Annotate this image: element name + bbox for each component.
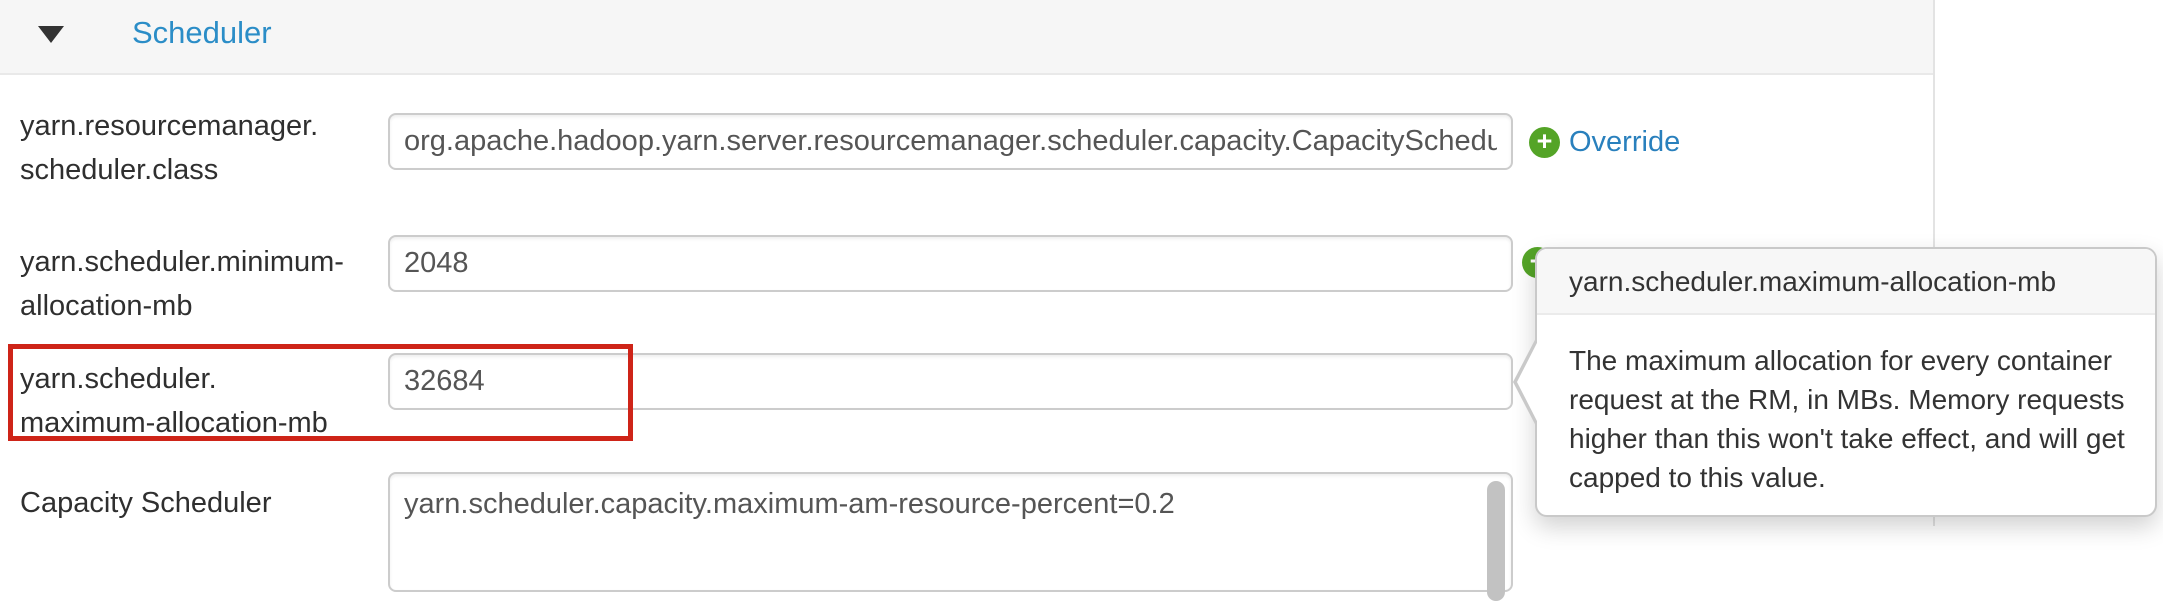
plus-circle-icon: + (1529, 127, 1560, 158)
tooltip-body: The maximum allocation for every contain… (1569, 345, 2125, 493)
scheduler-class-input[interactable] (388, 113, 1513, 170)
property-label-line: maximum-allocation-mb (20, 407, 328, 439)
textarea-scrollbar-thumb[interactable] (1487, 481, 1505, 601)
override-label: Override (1569, 126, 1681, 158)
override-button[interactable]: + Override (1529, 126, 1680, 159)
property-label-maximum-allocation-mb: yarn.scheduler. maximum-allocation-mb (20, 357, 380, 445)
property-label-scheduler-class: yarn.resourcemanager. scheduler.class (20, 104, 380, 192)
tooltip-title: yarn.scheduler.maximum-allocation-mb (1537, 249, 2155, 315)
property-label-capacity-scheduler: Capacity Scheduler (20, 481, 380, 525)
scheduler-section-header: Scheduler (0, 0, 1934, 75)
collapse-caret-icon[interactable] (38, 26, 64, 43)
property-label-line: yarn.resourcemanager. (20, 110, 319, 142)
capacity-scheduler-field: yarn.scheduler.capacity.maximum-am-resou… (388, 472, 1513, 601)
property-label-line: allocation-mb (20, 290, 193, 322)
maximum-allocation-mb-input[interactable] (388, 353, 1513, 410)
property-label-minimum-allocation-mb: yarn.scheduler.minimum- allocation-mb (20, 240, 380, 328)
property-label-line: Capacity Scheduler (20, 487, 272, 519)
popover-arrow-icon (1517, 339, 1539, 425)
property-label-line: scheduler.class (20, 154, 219, 186)
minimum-allocation-mb-input[interactable] (388, 235, 1513, 292)
property-tooltip-popover: yarn.scheduler.maximum-allocation-mb The… (1513, 247, 2157, 517)
capacity-scheduler-textarea[interactable]: yarn.scheduler.capacity.maximum-am-resou… (390, 474, 1485, 590)
property-label-line: yarn.scheduler.minimum- (20, 246, 344, 278)
property-label-line: yarn.scheduler. (20, 363, 217, 395)
section-title[interactable]: Scheduler (132, 15, 272, 50)
